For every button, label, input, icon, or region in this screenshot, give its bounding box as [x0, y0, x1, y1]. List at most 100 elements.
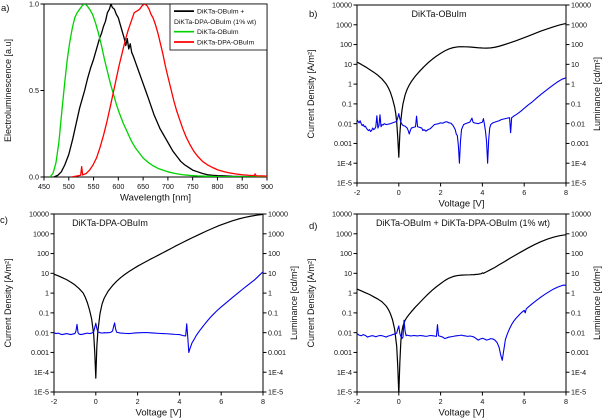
y-left-tick-label: 1000 — [336, 20, 352, 29]
x-tick-label: 8 — [564, 188, 568, 197]
x-tick-label: 8 — [261, 397, 265, 406]
y-right-tick-label: 1000 — [571, 229, 587, 238]
y-left-tick-label: 0.1 — [39, 308, 49, 317]
y-left-tick-label: 10000 — [29, 210, 49, 219]
panel-d-letter: d) — [309, 221, 317, 232]
panel-a-letter: a) — [1, 3, 9, 14]
x-tick-label: 900 — [261, 182, 273, 191]
y-left-tick-label: 1E-5 — [337, 388, 352, 397]
legend-label: DiKTa-DPA-OBuIm — [197, 39, 255, 46]
x-axis-title: Voltage [V] — [136, 408, 182, 418]
y-left-tick-label: 100 — [37, 249, 49, 258]
y-right-tick-label: 1000 — [268, 229, 284, 238]
x-tick-label: -2 — [51, 397, 57, 406]
y-left-tick-label: 0.1 — [342, 99, 352, 108]
x-tick-label: 800 — [211, 182, 223, 191]
y-right-tick-label: 0.1 — [268, 308, 278, 317]
series-luminance — [357, 77, 566, 164]
y-right-tick-label: 0.001 — [268, 348, 286, 357]
panel-d-chart: -2 0 2 4 6 8 Voltage [V] 10000 1000 100 10 1 0.1 0.01… — [306, 210, 602, 418]
x-tick-label: 4 — [480, 188, 484, 197]
x-tick-label: 0 — [397, 397, 401, 406]
y-left-tick-label: 1E-4 — [337, 159, 352, 168]
panel-c-title: DiKTa-DPA-OBuIm — [72, 218, 148, 228]
series-luminance — [54, 271, 263, 353]
y-right-tick-label: 100 — [571, 249, 583, 258]
y-right-tick-label: 1E-5 — [268, 388, 283, 397]
y-left-tick-label: 10 — [41, 269, 49, 278]
x-tick-label: 6 — [522, 397, 526, 406]
y-right-axis-title: Luminance [cd/m²] — [592, 57, 602, 131]
plot-frame — [356, 213, 567, 393]
y-right-tick-label: 1E-4 — [571, 368, 586, 377]
panel-a-electroluminescence-spectra: 450 500 550 600 650 700 750 800 850 900 Wavelength… — [0, 0, 302, 209]
y-left-tick-label: 1000 — [33, 229, 49, 238]
y-right-tick-label: 0.001 — [571, 139, 589, 148]
panel-b-jvl-dikta-obuim: -2 0 2 4 6 8 Voltage [V] 10000 1000 100 10 1 0.1 0.01… — [303, 0, 605, 209]
panel-c-jvl-dikta-dpa-obuim: -2 0 2 4 6 8 Voltage [V] 10000 1000 100 10 1 0.1 0.01… — [0, 209, 302, 418]
panel-d-jvl-mixed-device: -2 0 2 4 6 8 Voltage [V] 10000 1000 100 10 1 0.1 0.01… — [303, 209, 605, 418]
series-dikta-obuim-dikta-dpa-obuim-1-wt — [53, 4, 267, 177]
y-right-tick-label: 100 — [571, 40, 583, 49]
y-left-tick-label: 1E-4 — [337, 368, 352, 377]
y-right-tick-label: 1 — [571, 289, 575, 298]
series-luminance — [357, 284, 566, 361]
x-tick-label: 450 — [38, 182, 50, 191]
y-left-tick-label: 1 — [348, 289, 352, 298]
x-tick-label: 700 — [162, 182, 174, 191]
x-tick-label: 4 — [177, 397, 181, 406]
y-left-tick-label: 1.0 — [29, 0, 39, 9]
panel-b-chart: -2 0 2 4 6 8 Voltage [V] 10000 1000 100 10 1 0.1 0.01… — [306, 1, 602, 210]
y-right-axis-title: Luminance [cd/m²] — [592, 266, 602, 340]
y-left-tick-label: 10 — [344, 60, 352, 69]
y-left-tick-label: 100 — [340, 40, 352, 49]
panel-c-chart: -2 0 2 4 6 8 Voltage [V] 10000 1000 100 10 1 0.1 0.01… — [0, 210, 299, 418]
x-axis-title: Voltage [V] — [439, 199, 485, 210]
series-current-density — [54, 214, 263, 379]
series-dikta-dpa-obuim — [71, 4, 267, 177]
legend-label: DiKTa-OBuIm + — [197, 9, 244, 16]
y-left-axis-title: Current Density [A/m²] — [306, 49, 316, 138]
y-left-tick-label: 1E-5 — [34, 388, 49, 397]
y-right-tick-label: 10000 — [571, 1, 591, 10]
x-tick-label: 650 — [137, 182, 149, 191]
y-right-tick-label: 0.01 — [268, 328, 282, 337]
x-tick-label: 2 — [439, 397, 443, 406]
y-right-tick-label: 10 — [571, 269, 579, 278]
y-right-tick-label: 10000 — [571, 210, 591, 219]
series-current-density — [357, 22, 566, 158]
x-tick-label: 600 — [112, 182, 124, 191]
y-right-tick-label: 10000 — [268, 210, 288, 219]
y-left-tick-label: 0.001 — [334, 139, 352, 148]
x-tick-label: 4 — [480, 397, 484, 406]
panel-a-chart: 450 500 550 600 650 700 750 800 850 900 Wavelength… — [1, 0, 273, 204]
y-right-tick-label: 1E-4 — [571, 159, 586, 168]
y-left-tick-label: 0.01 — [338, 119, 352, 128]
y-left-tick-label: 0.5 — [29, 86, 39, 95]
panel-b-letter: b) — [309, 9, 317, 20]
y-left-tick-label: 100 — [340, 249, 352, 258]
x-tick-label: 2 — [439, 188, 443, 197]
y-left-tick-label: 0.01 — [338, 328, 352, 337]
x-tick-label: 500 — [63, 182, 75, 191]
y-left-tick-label: 1E-4 — [34, 368, 49, 377]
x-tick-label: 2 — [136, 397, 140, 406]
y-right-tick-label: 1 — [268, 289, 272, 298]
y-left-axis-title: Current Density [A/m²] — [306, 258, 316, 347]
x-tick-label: -2 — [354, 188, 360, 197]
y-left-tick-label: 10000 — [332, 210, 352, 219]
panel-d-title: DiKTa-OBuIm + DiKTa-DPA-OBuIm (1% wt) — [376, 218, 550, 228]
y-left-tick-label: 1 — [348, 80, 352, 89]
panel-c-letter: c) — [0, 215, 8, 226]
y-right-axis-title: Luminance [cd/m²] — [289, 266, 299, 340]
y-right-tick-label: 0.001 — [571, 348, 589, 357]
x-axis-title: Voltage [V] — [439, 408, 485, 418]
panel-b-title: DiKTa-OBuIm — [411, 9, 466, 19]
series-dikta-obuim — [49, 4, 267, 177]
x-tick-label: 0 — [397, 188, 401, 197]
y-right-tick-label: 1E-5 — [571, 179, 586, 188]
y-left-tick-label: 1 — [45, 289, 49, 298]
legend-label: DiKTa-OBuIm — [197, 29, 239, 36]
y-right-tick-label: 10 — [571, 60, 579, 69]
